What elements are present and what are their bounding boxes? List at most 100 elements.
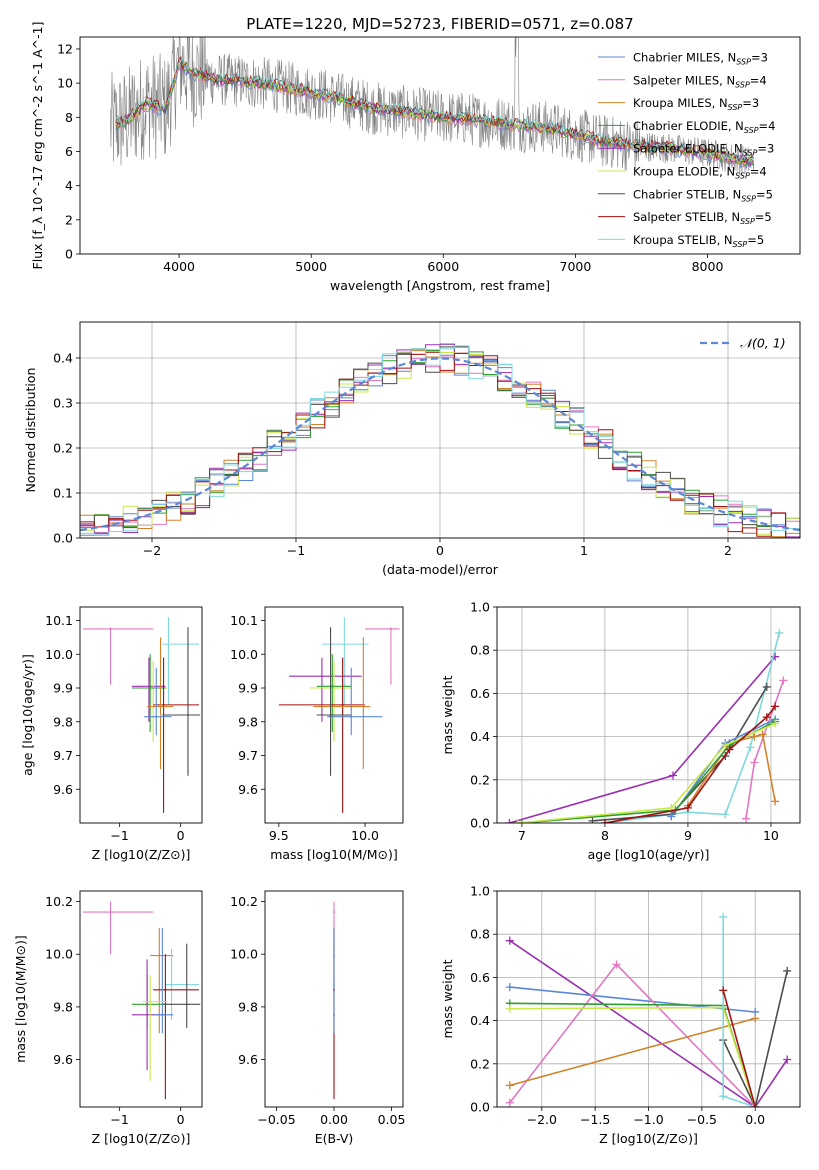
y-tick-label: 0.2	[53, 441, 73, 456]
data-point	[149, 687, 152, 689]
x-tick-label: 10	[763, 828, 779, 843]
axes-frame	[79, 321, 801, 539]
data-point	[333, 1013, 335, 1016]
x-tick-label: −1	[287, 543, 305, 558]
y-tick-label: 10	[57, 76, 73, 91]
x-tick-label: 0.0	[745, 1112, 765, 1127]
data-point	[185, 1003, 188, 1006]
y-tick-label: 0.3	[53, 396, 73, 411]
x-tick-label: 4000	[163, 259, 195, 274]
y-tick-label: 9.8	[53, 714, 73, 729]
y-tick-label: 9.7	[238, 748, 258, 763]
y-tick-label: 0.8	[470, 927, 490, 942]
plot-area	[333, 901, 335, 1100]
data-point	[170, 983, 173, 986]
x-tick-label: 7	[518, 828, 526, 843]
data-point	[161, 1013, 164, 1016]
data-point	[164, 988, 167, 991]
weight-marker	[762, 682, 771, 691]
y-tick-label: 0.4	[53, 351, 73, 366]
y-tick-label: 0.4	[470, 729, 490, 744]
data-point	[331, 685, 334, 688]
plot-area	[83, 901, 201, 1100]
weight-marker	[750, 732, 759, 741]
data-point	[329, 714, 332, 716]
y-tick-label: 0.6	[470, 970, 490, 985]
data-point	[167, 643, 170, 646]
weight-marker	[751, 1014, 760, 1023]
weight-marker	[668, 771, 677, 780]
weight-marker	[721, 810, 730, 819]
weight-marker	[719, 1092, 728, 1101]
x-tick-label: 2	[724, 543, 732, 558]
weight-marker	[505, 936, 514, 945]
weight-marker	[612, 960, 621, 969]
legend-label: Chabrier ELODIE, NSSP=4	[633, 119, 775, 135]
data-point	[146, 1013, 149, 1016]
axes-frame	[264, 606, 404, 824]
axes-frame	[79, 36, 801, 255]
x-tick-label: 10.0	[351, 828, 379, 843]
figure-title: PLATE=1220, MJD=52723, FIBERID=0571, z=0…	[246, 15, 633, 33]
axes-frame	[496, 606, 801, 824]
weight-marker	[505, 819, 514, 823]
weight-series-line	[517, 722, 776, 823]
y-axis-label: mass weight	[440, 959, 455, 1038]
x-tick-label: 5000	[295, 259, 327, 274]
panel-mass-vs-EBV: −0.05 0.00 0.05 9.6 9.8 10.0 10.2 E(B-V)	[230, 890, 406, 1146]
y-tick-label: 0.0	[470, 1100, 490, 1115]
y-tick-label: 9.8	[238, 999, 258, 1014]
weight-marker	[750, 758, 759, 767]
weight-marker	[719, 912, 728, 921]
panel-age-vs-mass: 9.5 10.0 9.6 9.7 9.8 9.9 10.0 10.1 mass [log10(M…	[230, 606, 404, 862]
x-tick-label: −1.5	[580, 1112, 610, 1127]
y-tick-label: 0.0	[53, 531, 73, 546]
weight-marker	[505, 1098, 514, 1107]
weight-marker	[783, 1055, 792, 1064]
weight-marker	[721, 741, 730, 750]
plot-area	[83, 617, 201, 813]
weight-series-line	[509, 963, 756, 1107]
legend: 𝒩(0, 1)	[700, 336, 786, 351]
x-tick-label: 9	[684, 828, 692, 843]
weight-marker	[505, 1004, 514, 1013]
plot-area	[278, 617, 400, 813]
x-tick-label: 1	[580, 543, 588, 558]
x-tick-label: 9.5	[269, 828, 289, 843]
residual-histogram-step	[80, 345, 800, 538]
data-point	[333, 911, 335, 914]
x-axis-label: mass [log10(M/M⊙)]	[270, 847, 398, 862]
plot-area	[80, 322, 800, 538]
weight-marker	[719, 986, 728, 995]
weight-marker	[725, 745, 734, 754]
legend: Chabrier MILES, NSSP=3 Salpeter MILES, NS…	[598, 51, 775, 249]
y-tick-label: 9.8	[238, 714, 258, 729]
weight-marker	[758, 730, 767, 739]
panel-spectrum: 4000 5000 6000 7000 8000 0 2 4 6 8 10 12 wavelength …	[30, 22, 801, 293]
data-point	[320, 675, 323, 678]
weight-marker	[588, 816, 597, 823]
x-axis-label: wavelength [Angstrom, rest frame]	[330, 278, 550, 293]
data-point	[109, 911, 112, 914]
data-point	[389, 627, 392, 630]
weight-series-line	[509, 1017, 756, 1087]
x-tick-label: 0.05	[378, 1112, 406, 1127]
panel-age-vs-Z: −1 0 9.6 9.7 9.8 9.9 10.0 10.1 Z [log10(Z/Z⊙)] ag…	[20, 606, 203, 862]
y-tick-label: 9.9	[238, 681, 258, 696]
legend-label: Kroupa MILES, NSSP=3	[633, 96, 759, 112]
residual-histogram-step	[80, 346, 800, 538]
axes-frame	[496, 890, 801, 1108]
weight-marker	[505, 1081, 514, 1090]
y-tick-label: 1.0	[470, 600, 490, 615]
legend-label: Chabrier STELIB, NSSP=5	[633, 187, 773, 203]
weight-series-line	[604, 632, 780, 823]
y-tick-label: 9.9	[53, 681, 73, 696]
gaussian-curve	[80, 357, 800, 532]
weight-marker	[771, 702, 780, 711]
weight-series-line	[722, 990, 756, 1107]
weight-marker	[517, 819, 526, 823]
x-tick-label: −2	[143, 543, 161, 558]
weight-marker	[505, 983, 514, 992]
x-tick-label: 8000	[692, 259, 724, 274]
weight-marker	[771, 797, 780, 806]
